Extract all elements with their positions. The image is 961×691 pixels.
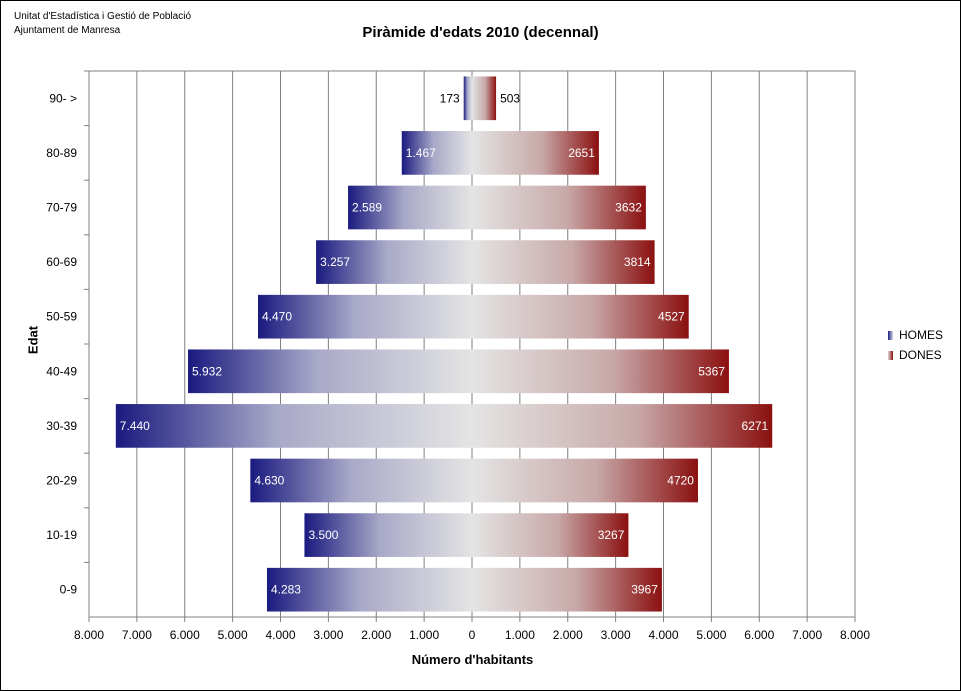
x-tick-label: 2.000 bbox=[361, 628, 391, 642]
bar-dones bbox=[472, 404, 773, 448]
y-axis-label: Edat bbox=[25, 325, 41, 355]
category-label: 10-19 bbox=[46, 528, 77, 542]
legend-label-dones: DONES bbox=[899, 348, 942, 362]
chart-title: Piràmide d'edats 2010 (decennal) bbox=[362, 24, 599, 41]
category-label: 40-49 bbox=[46, 364, 77, 378]
data-label-dones: 3267 bbox=[598, 528, 625, 542]
bar-dones bbox=[472, 513, 629, 557]
category-label: 50-59 bbox=[46, 310, 77, 324]
bar-dones bbox=[472, 240, 655, 284]
data-label-dones: 3814 bbox=[624, 255, 651, 269]
data-label-homes: 1.467 bbox=[406, 146, 436, 160]
bar-homes bbox=[250, 458, 472, 503]
x-tick-label: 8.000 bbox=[840, 628, 870, 642]
category-label: 60-69 bbox=[46, 255, 77, 269]
x-tick-label: 6.000 bbox=[170, 628, 200, 642]
data-label-dones: 503 bbox=[500, 91, 520, 105]
data-label-dones: 6271 bbox=[742, 419, 769, 433]
bar-dones bbox=[472, 458, 698, 503]
category-label: 20-29 bbox=[46, 474, 77, 488]
bar-homes bbox=[257, 294, 472, 339]
legend-item-homes: HOMES bbox=[888, 325, 943, 345]
data-label-homes: 4.630 bbox=[254, 474, 284, 488]
data-label-dones: 5367 bbox=[698, 364, 725, 378]
bar-dones bbox=[472, 185, 646, 230]
x-tick-label: 5.000 bbox=[696, 628, 726, 642]
bar-homes bbox=[188, 349, 472, 394]
category-label: 30-39 bbox=[46, 419, 77, 433]
x-tick-label: 4.000 bbox=[648, 628, 678, 642]
x-tick-label: 3.000 bbox=[313, 628, 343, 642]
category-label: 70-79 bbox=[46, 201, 77, 215]
bar-dones bbox=[472, 349, 729, 394]
data-label-homes: 173 bbox=[440, 91, 460, 105]
x-tick-label: 4.000 bbox=[265, 628, 295, 642]
bar-dones bbox=[472, 76, 497, 121]
data-label-homes: 2.589 bbox=[352, 201, 382, 215]
x-tick-label: 7.000 bbox=[792, 628, 822, 642]
bar-homes bbox=[348, 185, 472, 230]
bar-dones bbox=[472, 567, 662, 612]
x-tick-label: 7.000 bbox=[122, 628, 152, 642]
data-label-dones: 4720 bbox=[667, 474, 694, 488]
bar-homes bbox=[304, 513, 472, 557]
data-label-homes: 3.500 bbox=[308, 528, 338, 542]
data-label-homes: 7.440 bbox=[120, 419, 150, 433]
x-tick-label: 6.000 bbox=[744, 628, 774, 642]
x-tick-label: 1.000 bbox=[505, 628, 535, 642]
x-tick-label: 2.000 bbox=[553, 628, 583, 642]
legend-item-dones: DONES bbox=[888, 345, 943, 365]
legend-swatch-homes bbox=[888, 330, 893, 340]
legend-swatch-dones bbox=[888, 350, 893, 360]
x-tick-label: 1.000 bbox=[409, 628, 439, 642]
source-line-1: Unitat d'Estadística i Gestió de Poblaci… bbox=[14, 11, 192, 22]
data-label-homes: 3.257 bbox=[320, 255, 350, 269]
x-tick-label: 8.000 bbox=[74, 628, 104, 642]
legend-label-homes: HOMES bbox=[899, 328, 944, 342]
bar-homes bbox=[316, 240, 472, 284]
category-label: 80-89 bbox=[46, 146, 77, 160]
x-tick-label: 5.000 bbox=[218, 628, 248, 642]
source-line-2: Ajuntament de Manresa bbox=[14, 25, 121, 36]
x-tick-label: 0 bbox=[469, 628, 476, 642]
bar-homes bbox=[463, 76, 472, 121]
bar-homes bbox=[401, 131, 472, 175]
data-label-homes: 4.283 bbox=[271, 583, 301, 597]
data-label-homes: 4.470 bbox=[262, 310, 292, 324]
category-label: 0-9 bbox=[60, 583, 78, 597]
bar-dones bbox=[472, 131, 599, 175]
data-label-dones: 2651 bbox=[568, 146, 595, 160]
data-label-homes: 5.932 bbox=[192, 364, 222, 378]
bar-dones bbox=[472, 294, 689, 339]
bar-homes bbox=[266, 567, 472, 612]
data-label-dones: 4527 bbox=[658, 310, 685, 324]
bar-homes bbox=[115, 404, 472, 448]
data-label-dones: 3967 bbox=[631, 583, 658, 597]
data-label-dones: 3632 bbox=[615, 201, 642, 215]
category-label: 90- > bbox=[49, 91, 77, 105]
x-axis-label: Número d'habitants bbox=[411, 652, 534, 667]
legend: HOMES DONES bbox=[888, 325, 943, 365]
x-tick-label: 3.000 bbox=[601, 628, 631, 642]
